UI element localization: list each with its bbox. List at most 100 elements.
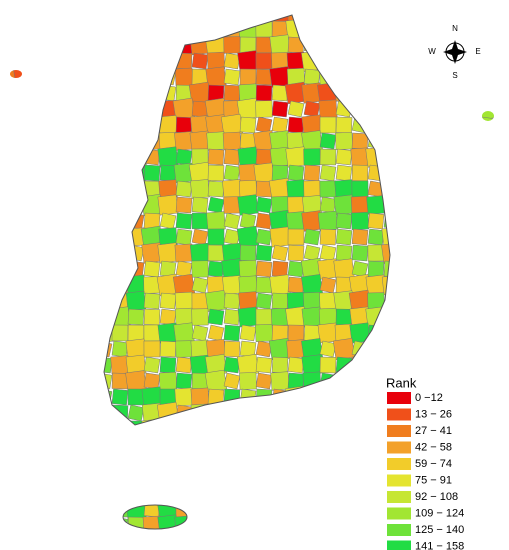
region <box>350 483 370 503</box>
region <box>319 500 337 518</box>
region <box>95 228 113 246</box>
region <box>46 515 66 529</box>
region <box>496 101 509 117</box>
region <box>45 178 67 200</box>
region <box>223 372 241 390</box>
region <box>30 387 50 407</box>
region <box>190 467 210 487</box>
region <box>95 340 113 358</box>
region <box>238 275 258 295</box>
region <box>47 340 65 358</box>
region <box>287 100 305 118</box>
region <box>191 500 209 518</box>
region <box>496 133 509 149</box>
region <box>191 452 209 470</box>
region <box>223 388 241 406</box>
region <box>303 164 321 182</box>
region <box>143 356 161 374</box>
region <box>10 420 17 438</box>
region <box>143 132 161 150</box>
region <box>271 420 289 438</box>
region <box>319 180 337 198</box>
region <box>415 308 433 326</box>
region <box>383 36 401 54</box>
region <box>79 468 97 486</box>
region <box>351 452 369 470</box>
region <box>240 533 256 549</box>
region <box>125 498 147 520</box>
region <box>319 116 337 134</box>
region <box>109 530 131 550</box>
region <box>368 533 384 549</box>
region <box>190 19 210 39</box>
region <box>255 260 273 278</box>
region <box>173 466 195 488</box>
region <box>63 148 81 166</box>
region <box>191 276 209 294</box>
region <box>431 372 449 390</box>
region <box>383 148 401 166</box>
jeju-outline <box>122 504 188 530</box>
region <box>61 98 83 120</box>
region <box>495 212 509 230</box>
region <box>319 356 337 374</box>
region <box>287 420 305 438</box>
region <box>95 36 113 54</box>
region <box>335 500 353 518</box>
region <box>239 324 257 342</box>
region <box>127 36 145 54</box>
legend-swatch <box>387 408 411 421</box>
region <box>47 500 65 518</box>
region <box>79 388 97 406</box>
region <box>493 482 494 504</box>
region <box>207 468 225 486</box>
region <box>287 404 305 422</box>
region <box>255 84 273 102</box>
region <box>31 196 49 214</box>
region <box>10 36 17 54</box>
region <box>95 468 113 486</box>
region <box>31 36 49 54</box>
region <box>47 324 65 342</box>
region <box>381 82 403 104</box>
region <box>255 340 273 358</box>
region <box>255 228 273 246</box>
region <box>63 196 81 214</box>
region <box>319 484 337 502</box>
region <box>207 196 225 214</box>
region <box>175 15 193 22</box>
region <box>335 452 353 470</box>
region <box>351 132 369 150</box>
region <box>127 324 145 342</box>
region <box>431 196 449 214</box>
region <box>333 15 355 24</box>
region <box>13 66 35 88</box>
region <box>255 436 273 454</box>
region <box>95 116 113 134</box>
region <box>95 292 113 310</box>
region <box>223 84 241 102</box>
region <box>269 226 291 248</box>
region <box>301 15 323 24</box>
region <box>445 322 467 344</box>
region <box>236 465 260 489</box>
region <box>189 242 211 264</box>
region <box>462 115 482 135</box>
region <box>333 258 355 280</box>
region <box>79 500 97 518</box>
region <box>335 212 353 230</box>
region <box>271 532 289 550</box>
region <box>319 436 337 454</box>
legend-label: 27 − 41 <box>415 425 452 437</box>
region <box>431 292 449 310</box>
region <box>10 180 17 198</box>
legend-swatch <box>387 441 411 454</box>
region <box>79 164 97 182</box>
region <box>78 435 98 455</box>
region <box>109 162 131 184</box>
region <box>381 98 403 120</box>
region <box>191 308 209 326</box>
region <box>175 436 193 454</box>
region <box>77 226 99 248</box>
region <box>398 67 418 87</box>
